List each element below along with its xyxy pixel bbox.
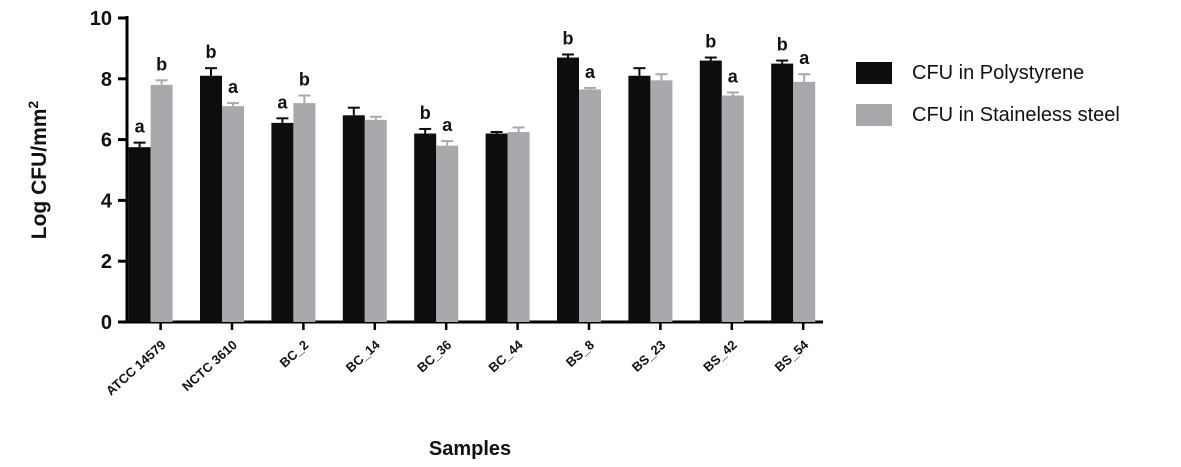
significance-label-polystyrene-atcc-14579: a <box>135 117 146 137</box>
bar-polystyrene-bs-42 <box>699 60 722 323</box>
significance-label-polystyrene-bs-54: b <box>777 35 788 55</box>
legend-swatch-polystyrene <box>856 62 892 84</box>
x-tick-label-bc-2: BC_2 <box>277 337 312 370</box>
legend-item-polystyrene: CFU in Polystyrene <box>856 60 1120 86</box>
y-tick-label-8: 8 <box>101 69 112 91</box>
legend-swatch-stainless-steel <box>856 104 892 126</box>
bar-stainless-steel-bs-54 <box>793 81 816 322</box>
significance-label-polystyrene-bs-8: b <box>563 28 574 48</box>
y-tick-label-2: 2 <box>101 251 112 273</box>
x-tick-label-bs-23: BS_23 <box>629 337 669 375</box>
significance-label-polystyrene-bc-36: b <box>420 103 431 123</box>
bar-stainless-steel-bc-44 <box>507 132 530 322</box>
bar-polystyrene-bc-14 <box>342 115 365 322</box>
bar-polystyrene-nctc-3610 <box>200 75 222 322</box>
significance-label-polystyrene-nctc-3610: b <box>206 42 217 62</box>
bar-polystyrene-atcc-14579 <box>128 147 151 322</box>
bar-polystyrene-bc-36 <box>414 133 437 322</box>
x-tick-label-bc-14: BC_14 <box>343 337 384 376</box>
bar-stainless-steel-bs-23 <box>650 80 673 322</box>
x-tick-label-bs-54: BS_54 <box>772 337 812 375</box>
y-axis-label-superscript: 2 <box>25 101 41 109</box>
legend-item-stainless-steel: CFU in Staineless steel <box>856 102 1120 128</box>
x-tick-label-bs-8: BS_8 <box>563 337 597 370</box>
significance-label-polystyrene-bs-42: b <box>705 32 716 52</box>
bar-polystyrene-bs-54 <box>771 63 794 322</box>
significance-label-stainless-steel-nctc-3610: a <box>228 77 239 97</box>
y-axis-label: Log CFU/mm2 <box>25 101 51 240</box>
significance-label-stainless-steel-bc-2: b <box>299 70 310 90</box>
legend-label-polystyrene: CFU in Polystyrene <box>912 61 1085 84</box>
y-tick-label-4: 4 <box>101 190 113 212</box>
bar-stainless-steel-bs-8 <box>579 89 601 322</box>
y-tick-label-10: 10 <box>90 8 112 30</box>
y-tick-label-0: 0 <box>101 312 112 334</box>
bar-stainless-steel-bc-14 <box>364 119 387 322</box>
chart-bars <box>128 53 816 323</box>
bar-polystyrene-bs-23 <box>628 75 651 322</box>
significance-label-polystyrene-bc-2: a <box>277 92 288 112</box>
x-tick-label-bc-36: BC_36 <box>414 337 454 375</box>
chart-legend: CFU in Polystyrene CFU in Staineless ste… <box>856 60 1120 144</box>
significance-label-stainless-steel-bs-42: a <box>728 66 739 86</box>
significance-label-stainless-steel-bs-8: a <box>585 62 596 82</box>
x-tick-label-atcc-14579: ATCC 14579 <box>103 337 169 398</box>
bar-stainless-steel-atcc-14579 <box>150 84 173 322</box>
bar-stainless-steel-bc-2 <box>293 103 316 323</box>
bar-polystyrene-bs-8 <box>557 57 579 323</box>
y-tick-label-6: 6 <box>101 130 112 152</box>
legend-label-stainless-steel: CFU in Staineless steel <box>912 103 1120 126</box>
bar-polystyrene-bc-44 <box>485 133 508 322</box>
bar-polystyrene-bc-2 <box>271 122 294 322</box>
significance-label-stainless-steel-bs-54: a <box>799 48 810 68</box>
significance-label-stainless-steel-bc-36: a <box>442 115 453 135</box>
bar-stainless-steel-bc-36 <box>436 145 459 322</box>
bar-stainless-steel-bs-42 <box>721 95 744 323</box>
x-tick-label-nctc-3610: NCTC 3610 <box>179 337 240 394</box>
x-tick-label-bs-42: BS_42 <box>700 337 740 375</box>
x-axis-label: Samples <box>429 438 511 460</box>
significance-label-stainless-steel-atcc-14579: b <box>156 54 167 74</box>
bar-stainless-steel-nctc-3610 <box>222 106 244 322</box>
x-tick-label-bc-44: BC_44 <box>485 337 526 376</box>
